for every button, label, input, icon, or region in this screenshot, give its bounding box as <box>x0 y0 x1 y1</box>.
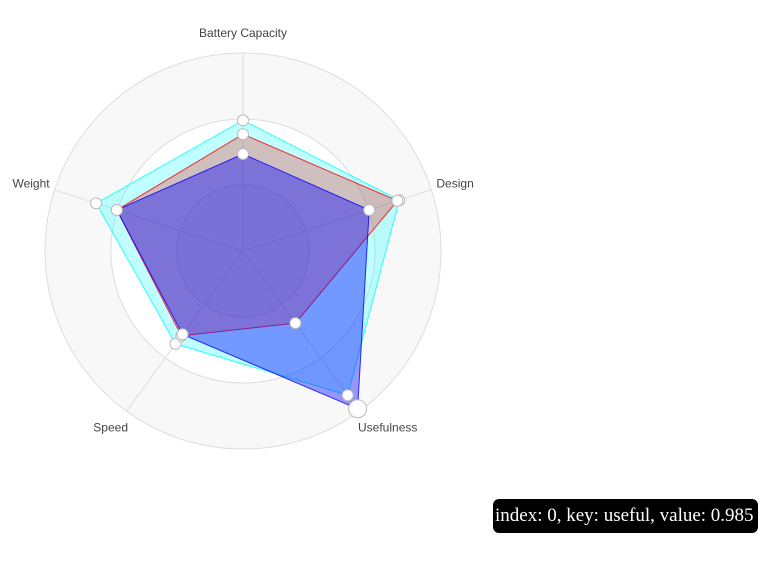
data-point-s2-design[interactable] <box>391 194 404 207</box>
data-point-s3-speed[interactable] <box>176 328 189 341</box>
axis-label-battery: Battery Capacity <box>199 26 287 40</box>
axis-label-speed: Speed <box>93 420 128 434</box>
data-point-s3-design[interactable] <box>363 204 376 216</box>
radar-series-areas <box>95 119 400 410</box>
data-point-s2-battery[interactable] <box>237 128 249 141</box>
data-point-s3-battery[interactable] <box>237 148 249 160</box>
axis-label-design: Design <box>436 177 473 191</box>
data-point-s1-weight[interactable] <box>90 197 103 210</box>
axis-line-useful <box>242 250 360 412</box>
data-point-s1-battery[interactable] <box>237 114 249 127</box>
axis-label-weight: Weight <box>12 177 50 191</box>
axis-line-weight <box>54 189 244 252</box>
data-point-s1-speed[interactable] <box>169 337 182 350</box>
series-area-1 <box>95 119 400 396</box>
data-point-s3-weight[interactable] <box>110 204 123 216</box>
value-tooltip: index: 0, key: useful, value: 0.985 <box>493 499 758 533</box>
radar-axis-labels: Battery Capacity Design Usefulness Speed Wei… <box>12 26 473 434</box>
axis-label-useful: Usefulness <box>358 420 417 434</box>
series-area-3 <box>116 153 370 410</box>
series-area-2 <box>116 133 399 337</box>
data-point-s1-useful[interactable] <box>341 389 354 402</box>
radar-series-points[interactable] <box>90 114 406 419</box>
data-point-s2-useful[interactable] <box>289 317 302 330</box>
data-point-s3-useful[interactable] <box>348 399 368 419</box>
